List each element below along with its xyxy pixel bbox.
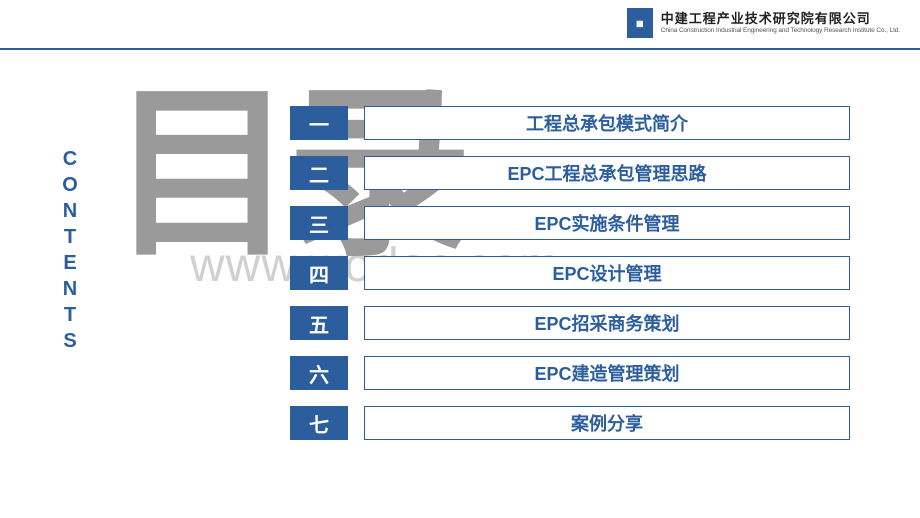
company-block: ▦ 中建工程产业技术研究院有限公司 China Construction Ind…: [627, 8, 900, 38]
table-of-contents: 一 工程总承包模式简介 二 EPC工程总承包管理思路 三 EPC实施条件管理 四…: [290, 106, 850, 456]
contents-text: CONTENTS: [59, 148, 81, 356]
header-bar: ▦ 中建工程产业技术研究院有限公司 China Construction Ind…: [0, 0, 920, 50]
toc-number-box: 三: [290, 206, 348, 240]
toc-number-box: 五: [290, 306, 348, 340]
toc-row: 四 EPC设计管理: [290, 256, 850, 290]
toc-row: 六 EPC建造管理策划: [290, 356, 850, 390]
company-logo-icon: ▦: [627, 8, 653, 38]
toc-title-box: EPC工程总承包管理思路: [364, 156, 850, 190]
toc-row: 三 EPC实施条件管理: [290, 206, 850, 240]
toc-number-box: 七: [290, 406, 348, 440]
toc-title-box: 案例分享: [364, 406, 850, 440]
toc-title-box: EPC设计管理: [364, 256, 850, 290]
toc-row: 一 工程总承包模式简介: [290, 106, 850, 140]
company-name-en: China Construction Industrial Engineerin…: [661, 27, 900, 35]
toc-number-box: 二: [290, 156, 348, 190]
toc-row: 二 EPC工程总承包管理思路: [290, 156, 850, 190]
toc-title-box: 工程总承包模式简介: [364, 106, 850, 140]
toc-number-box: 一: [290, 106, 348, 140]
company-text: 中建工程产业技术研究院有限公司 China Construction Indus…: [661, 11, 900, 34]
toc-number-box: 六: [290, 356, 348, 390]
toc-row: 五 EPC招采商务策划: [290, 306, 850, 340]
toc-title-box: EPC招采商务策划: [364, 306, 850, 340]
toc-row: 七 案例分享: [290, 406, 850, 440]
toc-number-box: 四: [290, 256, 348, 290]
contents-vertical-label: CONTENTS: [58, 148, 81, 356]
company-name-cn: 中建工程产业技术研究院有限公司: [661, 11, 900, 27]
logo-glyph: ▦: [636, 19, 644, 28]
toc-title-box: EPC建造管理策划: [364, 356, 850, 390]
toc-title-box: EPC实施条件管理: [364, 206, 850, 240]
